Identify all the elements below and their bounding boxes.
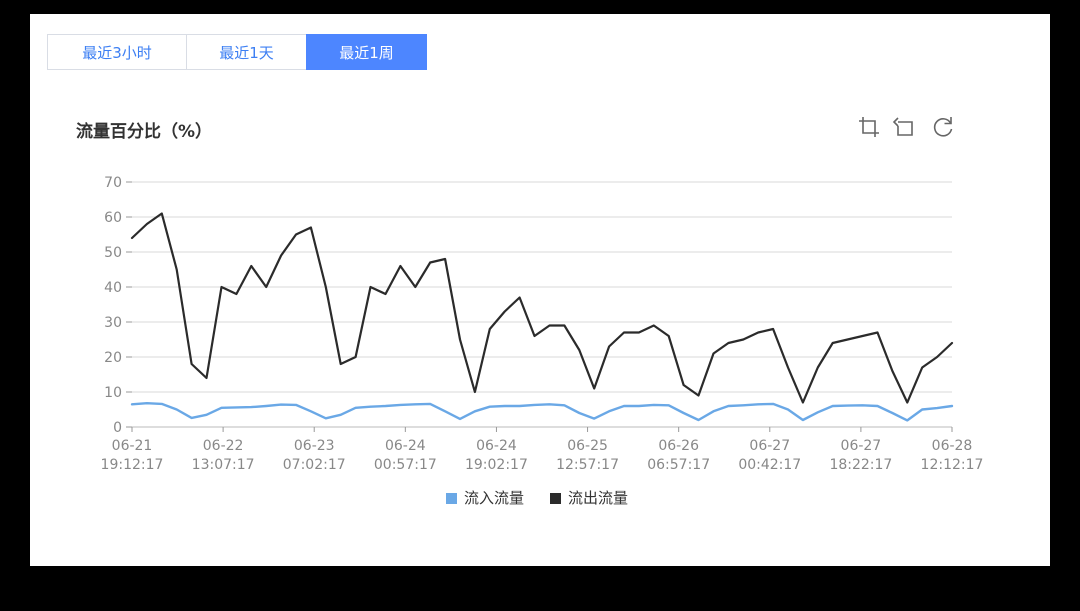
y-tick-label: 40: [104, 280, 122, 296]
legend-swatch[interactable]: [446, 493, 457, 504]
legend-label[interactable]: 流入流量: [464, 489, 524, 507]
x-tick-label: 19:02:17: [465, 457, 528, 473]
undo-zoom-icon[interactable]: [892, 114, 918, 140]
y-tick-label: 10: [104, 385, 122, 401]
y-tick-label: 0: [113, 420, 122, 436]
x-tick-label: 06-24: [476, 438, 517, 454]
x-tick-label: 12:12:17: [921, 457, 984, 473]
y-tick-label: 70: [104, 175, 122, 191]
y-tick-label: 50: [104, 245, 122, 261]
x-tick-label: 12:57:17: [556, 457, 619, 473]
series-line: [130, 212, 954, 404]
y-tick-label: 60: [104, 210, 122, 226]
x-tick-label: 06-28: [932, 438, 973, 454]
x-tick-label: 06:57:17: [647, 457, 710, 473]
crop-zoom-icon[interactable]: [856, 114, 882, 140]
x-tick-label: 06-24: [385, 438, 426, 454]
legend-label[interactable]: 流出流量: [568, 489, 628, 507]
x-tick-label: 19:12:17: [101, 457, 164, 473]
x-tick-label: 18:22:17: [829, 457, 892, 473]
traffic-line-chart: 0 10 20 30 40 50 60 70 06-21 19:12:17 06-22 13:07:…: [101, 175, 984, 507]
x-tick-label: 06-22: [203, 438, 244, 454]
tab-last-3-hours[interactable]: 最近3小时: [47, 34, 187, 70]
x-tick-label: 00:42:17: [738, 457, 801, 473]
chart-title: 流量百分比（%）: [76, 122, 213, 142]
y-tick-label: 20: [104, 350, 122, 366]
x-tick-label: 00:57:17: [374, 457, 437, 473]
traffic-panel: 最近3小时 最近1天 最近1周 流量百分比（%） 0 10 20 30 40 50 60 70…: [30, 14, 1050, 566]
x-tick-label: 06-25: [567, 438, 608, 454]
x-tick-label: 06-23: [294, 438, 335, 454]
x-tick-label: 06-27: [749, 438, 790, 454]
tab-last-1-week[interactable]: 最近1周: [306, 34, 427, 70]
time-range-tabs: 最近3小时 最近1天 最近1周: [47, 34, 427, 70]
tab-last-1-day[interactable]: 最近1天: [186, 34, 307, 70]
x-tick-label: 07:02:17: [283, 457, 346, 473]
x-tick-label: 06-26: [658, 438, 699, 454]
x-tick-label: 06-27: [841, 438, 882, 454]
x-tick-label: 13:07:17: [192, 457, 255, 473]
x-tick-label: 06-21: [112, 438, 153, 454]
legend-swatch[interactable]: [550, 493, 561, 504]
refresh-icon[interactable]: [930, 114, 956, 140]
series-line: [130, 402, 954, 422]
y-tick-label: 30: [104, 315, 122, 331]
